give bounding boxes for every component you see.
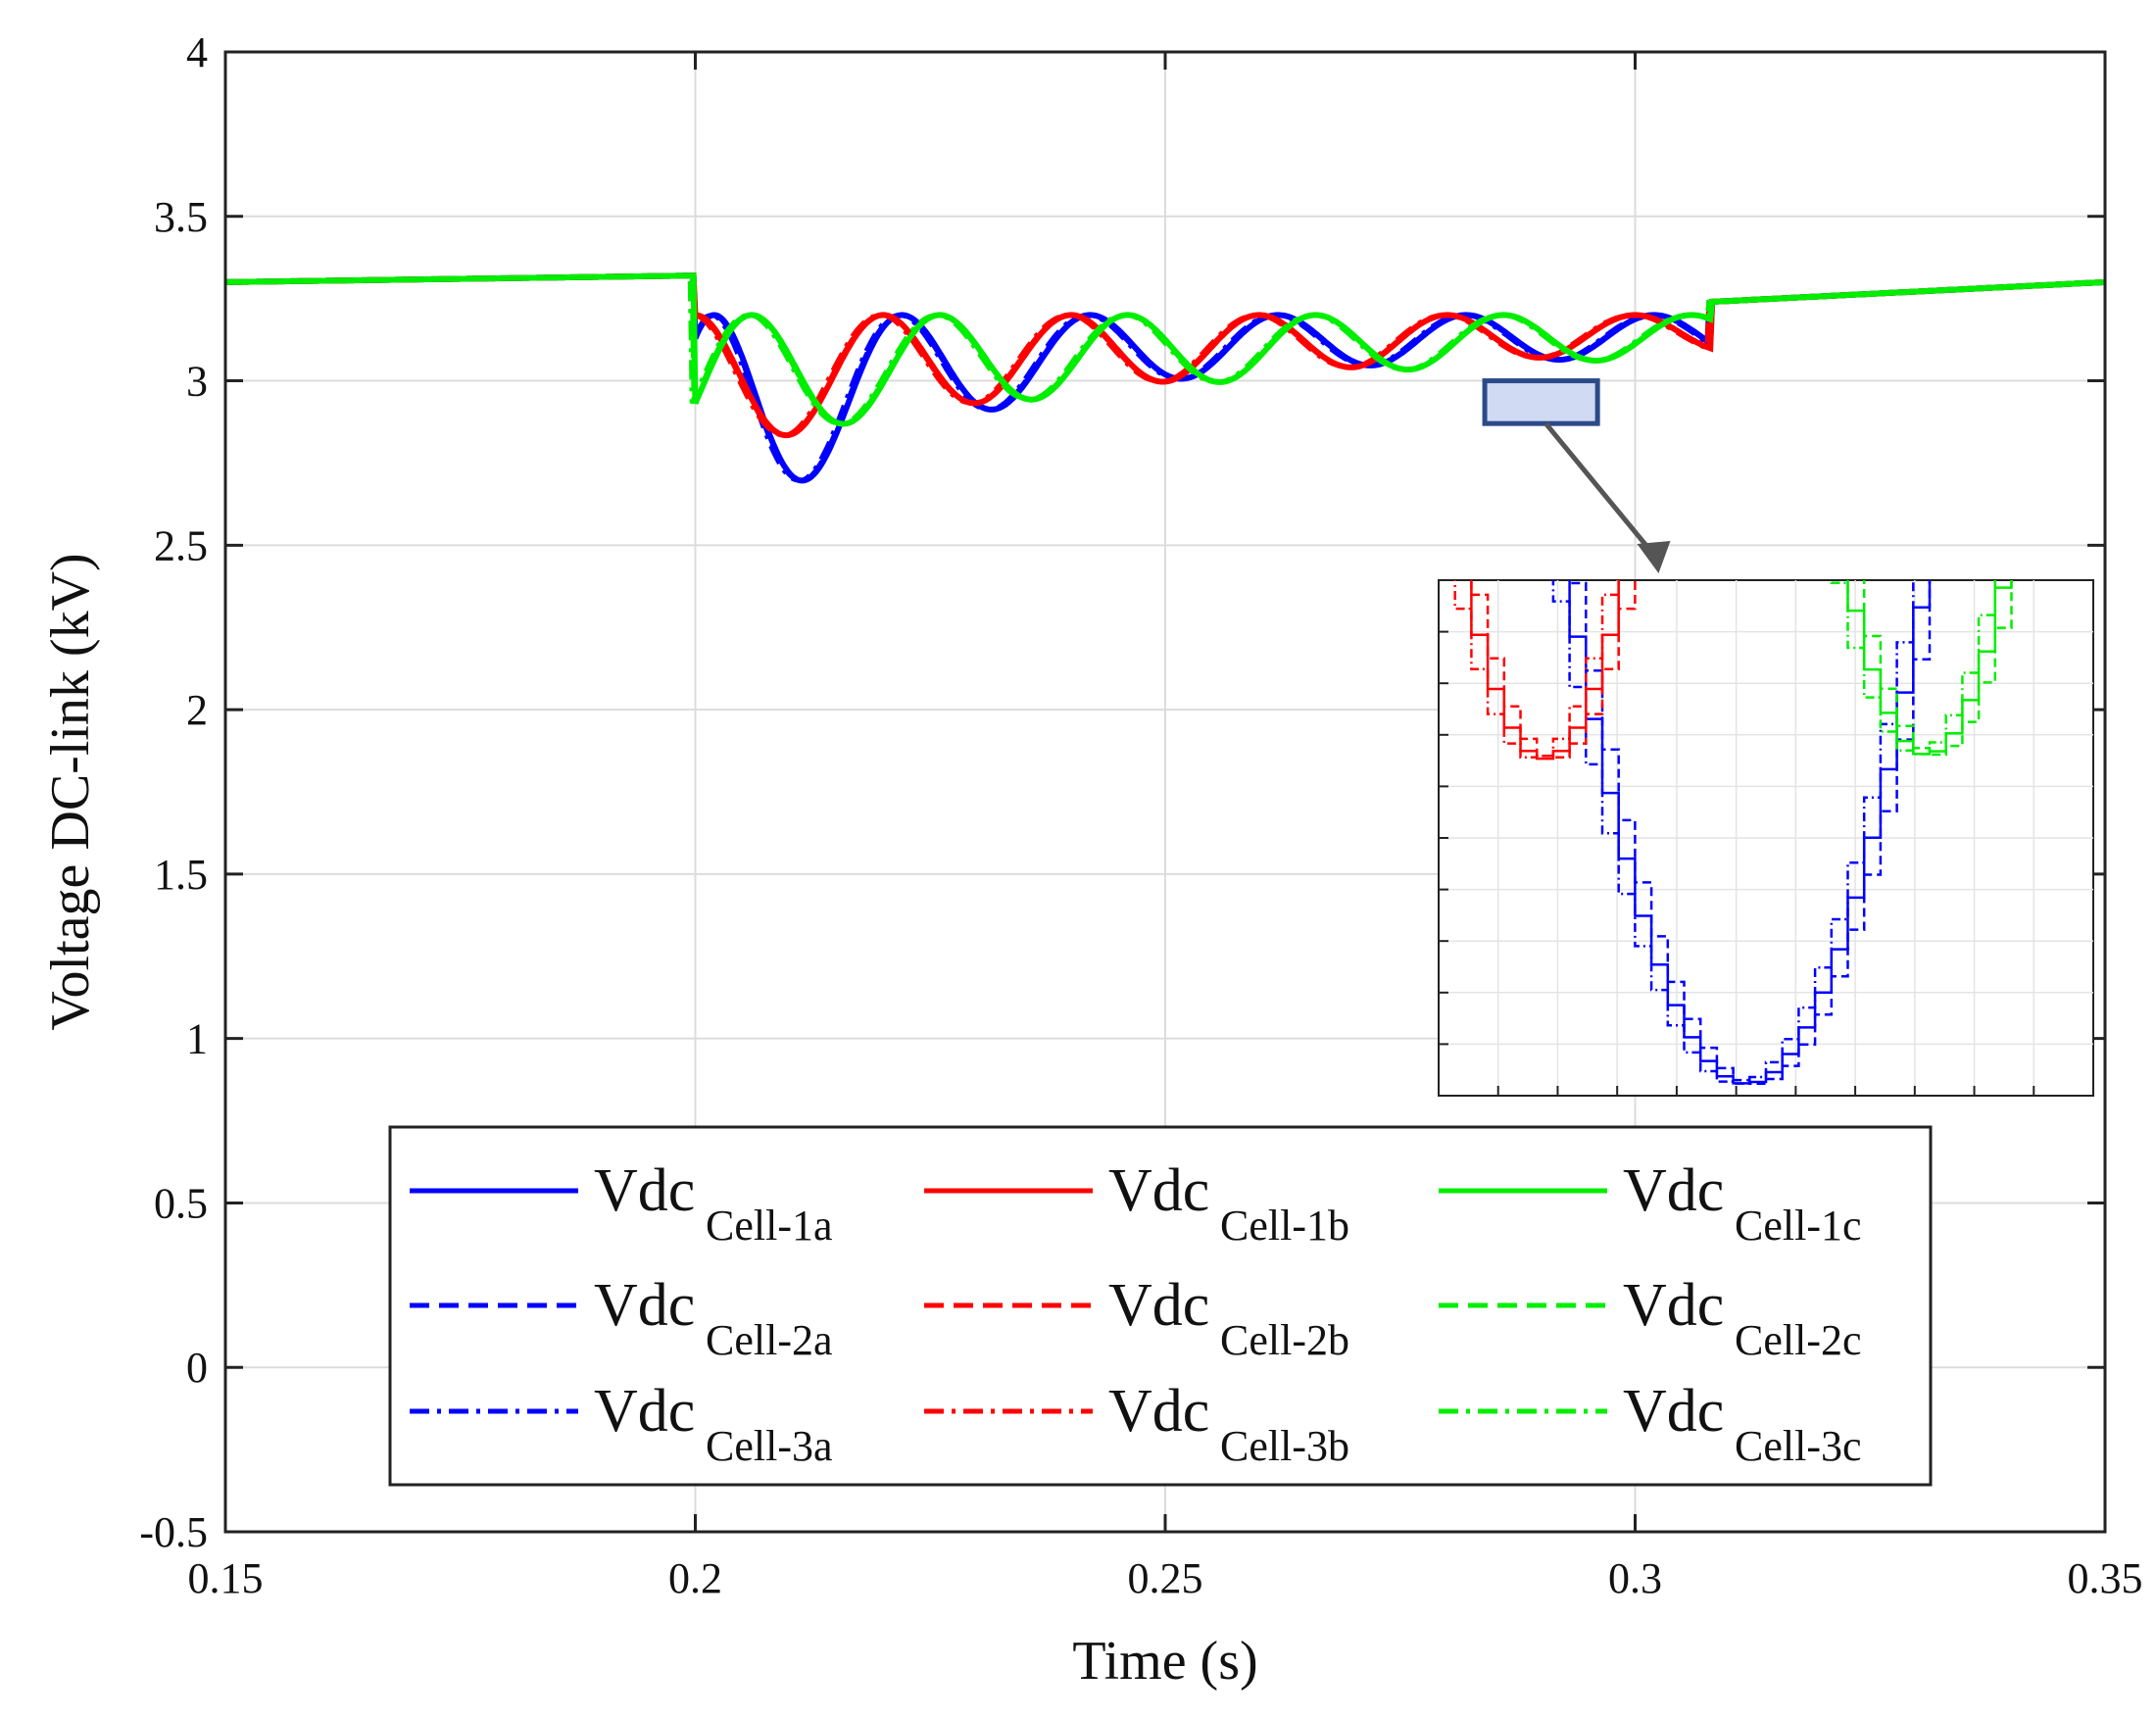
legend-sublabel-cell-1a: Cell-1a — [706, 1202, 833, 1250]
x-tick-label: 0.15 — [188, 1554, 264, 1602]
tick-labels: 0.15 0.2 0.25 0.3 0.35 -0.5 0 0.5 1 1.5 2 2.5 3 3.5 4 — [139, 28, 2142, 1602]
inset-line-cell-1a — [1568, 580, 1932, 1085]
tick-marks — [223, 50, 2107, 1534]
zoom-inset — [1438, 579, 2094, 1097]
y-tick-label: -0.5 — [139, 1508, 208, 1556]
inset-line-cell-2a — [1568, 580, 1932, 1086]
y-axis-label: Voltage DC-link (kV) — [40, 553, 101, 1030]
legend-sublabel-cell-2b: Cell-2b — [1220, 1316, 1349, 1364]
y-tick-label: 4 — [186, 28, 208, 76]
legend-sublabel-cell-1b: Cell-1b — [1220, 1202, 1349, 1250]
legend-box — [388, 1125, 1933, 1487]
x-tick-label: 0.3 — [1608, 1554, 1662, 1602]
legend-label-cell-3a: Vdc — [594, 1378, 695, 1445]
y-tick-label: 1 — [186, 1015, 208, 1063]
y-tick-label: 0 — [186, 1344, 208, 1392]
inset-series — [1453, 580, 2013, 1086]
y-tick-label: 0.5 — [154, 1179, 208, 1227]
y-tick-label: 3.5 — [154, 193, 208, 241]
inset-line-cell-3a — [1551, 580, 1915, 1085]
zoom-box — [1482, 378, 1600, 426]
x-tick-label: 0.25 — [1128, 1554, 1203, 1602]
y-tick-label: 3 — [186, 358, 208, 406]
series-line-cell-3c — [225, 273, 2106, 426]
legend-sublabel-cell-1c: Cell-1c — [1735, 1202, 1862, 1250]
legend-label-cell-1c: Vdc — [1623, 1157, 1724, 1224]
legend-sublabel-cell-3b: Cell-3b — [1220, 1422, 1349, 1470]
legend-label-cell-2c: Vdc — [1623, 1272, 1724, 1339]
legend-sublabel-cell-2a: Cell-2a — [706, 1316, 833, 1364]
legend-label-cell-2b: Vdc — [1108, 1272, 1209, 1339]
legend-sublabel-cell-2c: Cell-2c — [1735, 1316, 1862, 1364]
y-tick-label: 2.5 — [154, 521, 208, 569]
zoom-arrow-head — [1637, 541, 1671, 573]
legend-sublabel-cell-3c: Cell-3c — [1735, 1422, 1862, 1470]
y-tick-label: 1.5 — [154, 851, 208, 899]
legend-label-cell-1b: Vdc — [1108, 1157, 1209, 1224]
x-tick-label: 0.35 — [2068, 1554, 2143, 1602]
zoom-arrow-line — [1544, 421, 1661, 563]
legend-sublabel-cell-3a: Cell-3a — [706, 1422, 833, 1470]
x-tick-label: 0.2 — [668, 1554, 722, 1602]
x-axis-label: Time (s) — [1072, 1631, 1257, 1692]
y-tick-label: 2 — [186, 686, 208, 734]
legend-label-cell-3c: Vdc — [1623, 1378, 1724, 1445]
legend-label-cell-2a: Vdc — [594, 1272, 695, 1339]
legend: VdcCell-1aVdcCell-1bVdcCell-1cVdcCell-2a… — [388, 1125, 1933, 1487]
zoom-marker — [1482, 378, 1671, 573]
legend-label-cell-1a: Vdc — [594, 1157, 695, 1224]
legend-label-cell-3b: Vdc — [1108, 1378, 1209, 1445]
series-layer — [224, 272, 2106, 484]
